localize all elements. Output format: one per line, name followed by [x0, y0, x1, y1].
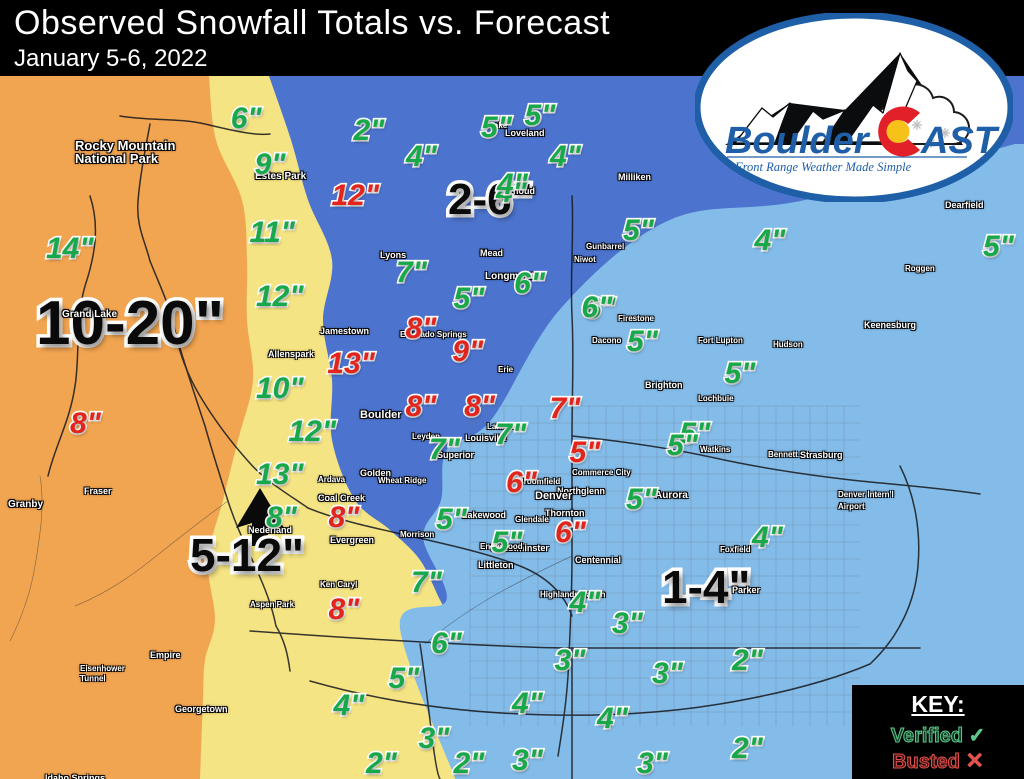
svg-text:Front Range Weather Made Simpl: Front Range Weather Made Simple — [734, 160, 912, 174]
svg-text:AST: AST — [920, 120, 1000, 162]
svg-text:Boulder: Boulder — [725, 120, 871, 162]
